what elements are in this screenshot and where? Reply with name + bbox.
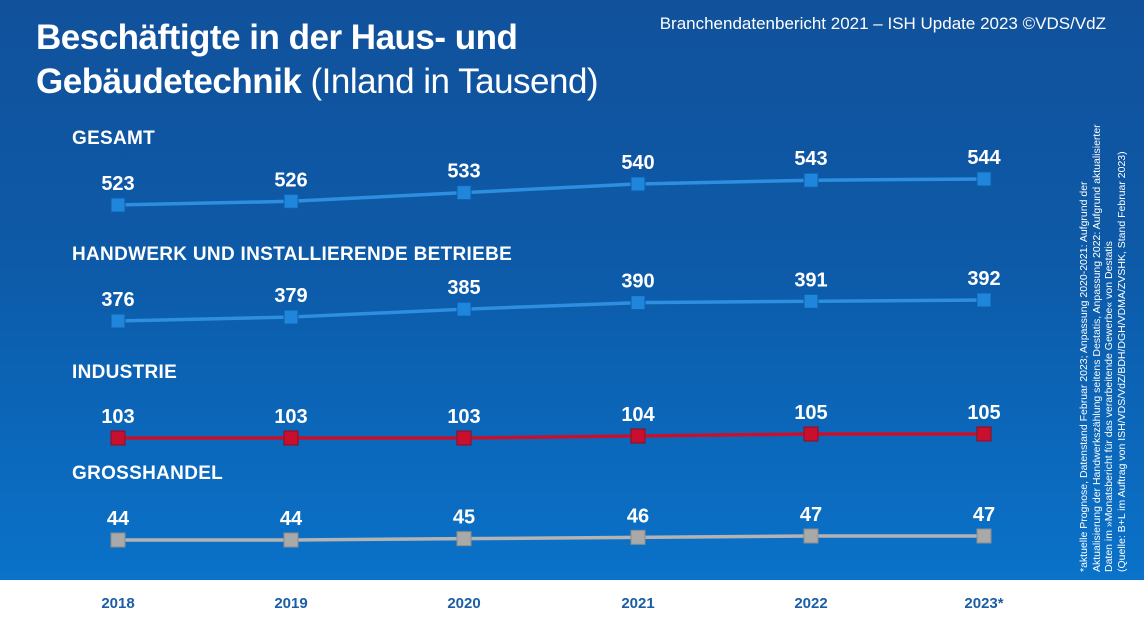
data-point-handwerk-2021 xyxy=(630,295,646,311)
data-point-industrie-2018 xyxy=(110,430,126,446)
source-credit: Branchendatenbericht 2021 – ISH Update 2… xyxy=(659,14,1106,33)
series-line-industrie xyxy=(118,432,984,440)
data-label-gesamt-2020: 533 xyxy=(447,161,480,183)
data-label-grosshandel-2022: 47 xyxy=(800,504,822,526)
series-label-gesamt: GESAMT xyxy=(72,128,156,149)
data-point-handwerk-2019 xyxy=(283,309,299,325)
data-point-grosshandel-2023 xyxy=(976,528,992,544)
x-tick-label-2023: 2023* xyxy=(964,595,1004,612)
data-point-grosshandel-2021 xyxy=(630,529,646,545)
title-line-2: Gebäudetechnik (Inland in Tausend) xyxy=(36,60,599,104)
data-label-gesamt-2022: 543 xyxy=(794,148,827,170)
data-label-grosshandel-2023: 47 xyxy=(973,504,995,526)
data-label-grosshandel-2019: 44 xyxy=(280,508,303,530)
data-label-handwerk-2020: 385 xyxy=(447,277,480,299)
data-point-gesamt-2023 xyxy=(976,171,992,187)
series-label-handwerk: HANDWERK UND INSTALLIERENDE BETRIEBE xyxy=(72,244,513,265)
data-point-handwerk-2023 xyxy=(976,292,992,308)
data-label-handwerk-2019: 379 xyxy=(274,285,307,307)
series-label-grosshandel: GROSSHANDEL xyxy=(72,463,224,484)
data-point-industrie-2022 xyxy=(803,426,819,442)
data-label-industrie-2020: 103 xyxy=(447,406,480,428)
data-label-industrie-2022: 105 xyxy=(794,402,827,424)
x-tick-label-2018: 2018 xyxy=(101,595,135,612)
data-point-handwerk-2018 xyxy=(110,313,126,329)
data-label-grosshandel-2020: 45 xyxy=(453,507,475,529)
x-tick-label-2022: 2022 xyxy=(794,595,828,612)
x-tick-label-2021: 2021 xyxy=(621,595,655,612)
data-label-industrie-2021: 104 xyxy=(621,404,655,426)
data-point-grosshandel-2019 xyxy=(283,532,299,548)
series-label-industrie: INDUSTRIE xyxy=(72,362,178,383)
data-point-gesamt-2021 xyxy=(630,176,646,192)
data-point-industrie-2023 xyxy=(976,426,992,442)
x-tick-label-2020: 2020 xyxy=(447,595,481,612)
data-label-grosshandel-2018: 44 xyxy=(107,508,130,530)
data-point-gesamt-2019 xyxy=(283,193,299,209)
data-label-gesamt-2023: 544 xyxy=(967,147,1001,169)
data-point-industrie-2020 xyxy=(456,430,472,446)
data-label-handwerk-2021: 390 xyxy=(621,271,654,293)
data-label-grosshandel-2021: 46 xyxy=(627,505,649,527)
data-point-grosshandel-2020 xyxy=(456,531,472,547)
data-label-industrie-2018: 103 xyxy=(101,406,134,428)
data-point-gesamt-2022 xyxy=(803,172,819,188)
data-label-industrie-2023: 105 xyxy=(967,402,1000,424)
series-line-grosshandel xyxy=(118,534,984,542)
x-tick-label-2019: 2019 xyxy=(274,595,308,612)
data-point-handwerk-2020 xyxy=(456,301,472,317)
data-label-gesamt-2018: 523 xyxy=(101,173,134,195)
data-label-industrie-2019: 103 xyxy=(274,406,307,428)
data-point-handwerk-2022 xyxy=(803,293,819,309)
line-chart: 523 526 533 540 543 544 376 379 385 390 391 392 103 1… xyxy=(101,147,1001,548)
data-point-grosshandel-2022 xyxy=(803,528,819,544)
data-point-gesamt-2020 xyxy=(456,185,472,201)
data-point-grosshandel-2018 xyxy=(110,532,126,548)
chart-panel: Beschäftigte in der Haus- und Gebäudetec… xyxy=(0,0,1144,580)
data-label-gesamt-2019: 526 xyxy=(274,169,307,191)
data-point-gesamt-2018 xyxy=(110,197,126,213)
title-regular-part: (Inland in Tausend) xyxy=(310,62,599,101)
data-point-industrie-2021 xyxy=(630,428,646,444)
chart-title: Beschäftigte in der Haus- und Gebäudetec… xyxy=(36,16,599,104)
series-line-handwerk xyxy=(117,298,985,323)
data-label-handwerk-2018: 376 xyxy=(101,289,134,311)
series-line-gesamt xyxy=(117,177,985,207)
data-point-industrie-2019 xyxy=(283,430,299,446)
title-bold-part: Gebäudetechnik xyxy=(36,62,302,101)
title-line-1: Beschäftigte in der Haus- und xyxy=(36,18,518,57)
data-label-handwerk-2023: 392 xyxy=(967,268,1000,290)
data-label-handwerk-2022: 391 xyxy=(794,269,827,291)
data-label-gesamt-2021: 540 xyxy=(621,152,654,174)
